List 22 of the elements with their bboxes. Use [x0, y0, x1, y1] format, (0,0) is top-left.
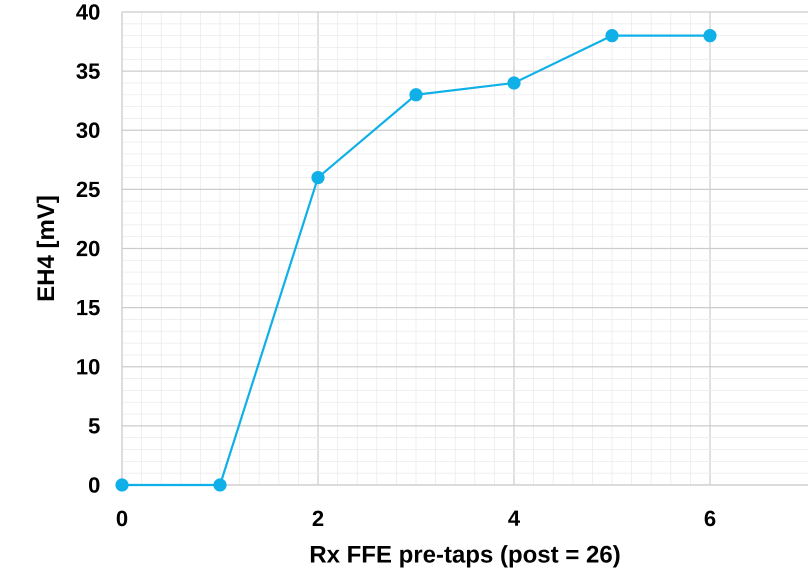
point: [115, 478, 129, 492]
x-axis-title: Rx FFE pre-taps (post = 26): [310, 545, 620, 568]
x-tick-label: 2: [312, 510, 324, 526]
point: [409, 88, 423, 102]
x-tick-label: 0: [116, 510, 128, 526]
point: [703, 29, 717, 42]
point: [311, 170, 325, 184]
y-tick-label: 10: [77, 358, 100, 375]
y-axis-title: EH4 [mV]: [36, 196, 60, 300]
y-tick-label: 35: [76, 63, 100, 79]
point: [507, 76, 521, 90]
y-tick-label: 5: [88, 418, 100, 434]
y-tick-label: 40: [76, 4, 100, 20]
point: [213, 478, 227, 492]
y-tick-label: 0: [88, 477, 100, 493]
y-tick-label: 25: [76, 182, 100, 198]
y-tick-label: 15: [77, 300, 100, 316]
x-tick-label: 4: [508, 510, 520, 526]
y-tick-label: 30: [76, 122, 100, 138]
y-tick-label: 20: [76, 240, 100, 256]
point: [605, 29, 619, 42]
x-tick-label: 6: [704, 510, 716, 526]
